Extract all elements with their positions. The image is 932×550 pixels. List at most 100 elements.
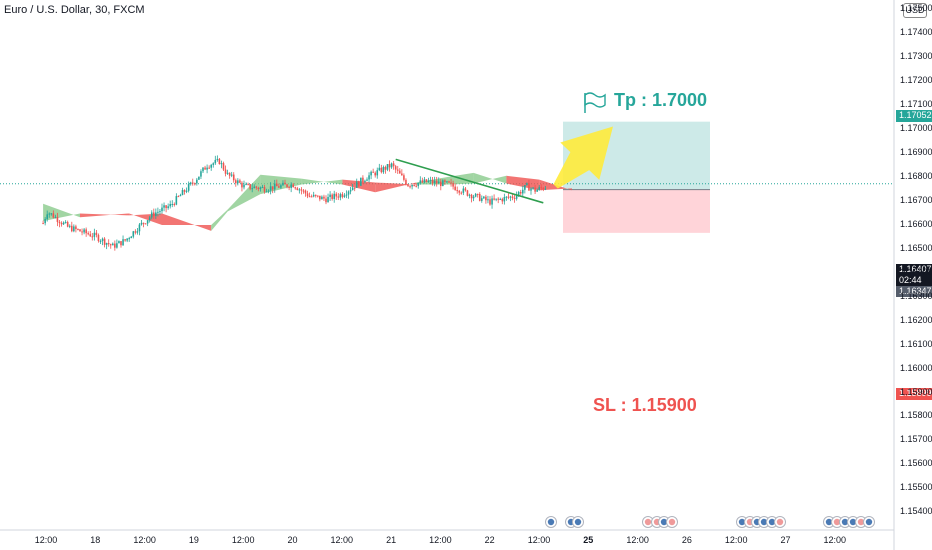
candle: [222, 161, 225, 171]
candle: [524, 184, 526, 194]
economic-event-icon[interactable]: [642, 516, 654, 528]
candle-body: [77, 229, 79, 231]
candle-body: [308, 196, 311, 198]
candle: [171, 200, 174, 208]
candle-body: [302, 190, 305, 192]
candle: [343, 193, 346, 198]
candle: [95, 229, 98, 238]
candle: [540, 184, 543, 191]
candle: [153, 208, 155, 219]
economic-event-icon[interactable]: [666, 516, 678, 528]
candle-body: [304, 190, 307, 194]
event-icon-flag: [841, 518, 849, 526]
candle: [214, 155, 217, 165]
candle-body: [509, 196, 512, 198]
candle-body: [499, 198, 502, 200]
candle: [54, 214, 57, 219]
candle-body: [526, 183, 528, 186]
event-icon-flag: [776, 518, 784, 526]
ichimoku-cloud-segment: [211, 209, 228, 231]
candle: [62, 221, 65, 225]
candle-body: [118, 241, 120, 244]
event-icon-flag: [644, 518, 652, 526]
currency-badge[interactable]: USD: [903, 3, 927, 18]
candle-body: [358, 181, 360, 186]
candle: [337, 193, 340, 201]
candle: [157, 207, 159, 217]
candle: [273, 179, 276, 193]
event-icon-flag: [833, 518, 841, 526]
economic-event-icon[interactable]: [774, 516, 786, 528]
candle-body: [370, 171, 372, 176]
candle: [286, 183, 288, 189]
price-axis-tick: 1.16100: [900, 338, 932, 349]
candle: [362, 175, 364, 185]
candle-body: [204, 167, 206, 170]
candle-body: [235, 180, 237, 184]
candle: [427, 177, 430, 183]
candle-body: [300, 189, 303, 191]
candle-body: [241, 182, 243, 188]
time-axis-tick: 27: [780, 535, 791, 545]
price-axis-tick: 1.16500: [900, 242, 932, 253]
candle: [263, 184, 266, 194]
candle-body: [136, 231, 139, 233]
candle-body: [317, 195, 319, 197]
candle-body: [68, 225, 71, 227]
candle-body: [101, 238, 104, 241]
candle: [355, 178, 358, 188]
economic-event-icon[interactable]: [545, 516, 557, 528]
candle: [440, 178, 442, 191]
candle: [134, 229, 137, 235]
time-axis-tick: 22: [484, 535, 495, 545]
candle-body: [239, 180, 241, 183]
ichimoku-cloud-segment: [80, 213, 130, 218]
economic-event-icon[interactable]: [572, 516, 584, 528]
candle-body: [50, 213, 53, 215]
candle: [341, 192, 344, 199]
price-axis-tick: 1.16800: [900, 170, 932, 181]
candle: [366, 177, 368, 181]
candle-body: [290, 184, 292, 189]
event-icon-flag: [865, 518, 873, 526]
candle-body: [177, 196, 180, 198]
ichimoku-cloud-segment: [162, 213, 212, 231]
candle-body: [179, 195, 182, 197]
candle: [288, 185, 290, 191]
candle-body: [126, 238, 128, 241]
candle-body: [442, 180, 444, 187]
candle: [292, 182, 294, 188]
candle: [198, 176, 200, 180]
candle-body: [189, 182, 192, 185]
price-axis-tick: 1.16000: [900, 362, 932, 373]
candle: [452, 180, 454, 190]
candle-body: [415, 185, 417, 187]
candle-body: [214, 159, 217, 164]
price-axis-tick: 1.15500: [900, 482, 932, 493]
candle: [407, 183, 409, 187]
candle-body: [144, 223, 147, 225]
tp-price-tag: 1.17052: [896, 110, 932, 122]
candle: [405, 178, 407, 186]
economic-event-icon[interactable]: [863, 516, 875, 528]
candle: [73, 224, 75, 233]
candle-body: [511, 196, 514, 198]
candle-body: [198, 176, 200, 180]
candle: [335, 192, 338, 200]
price-axis-tick: 1.17400: [900, 26, 932, 37]
candle-body: [87, 233, 89, 235]
candle-body: [97, 234, 100, 242]
candle-body: [165, 205, 167, 209]
candle-body: [259, 187, 262, 190]
candle: [339, 192, 342, 201]
candle-body: [109, 244, 112, 246]
candle-body: [374, 172, 376, 176]
candle-body: [120, 241, 122, 246]
candle: [497, 197, 499, 204]
candle-body: [169, 204, 171, 207]
candle-body: [401, 173, 403, 176]
time-axis-tick: 21: [386, 535, 397, 545]
candle: [116, 239, 118, 249]
candle: [390, 162, 393, 169]
